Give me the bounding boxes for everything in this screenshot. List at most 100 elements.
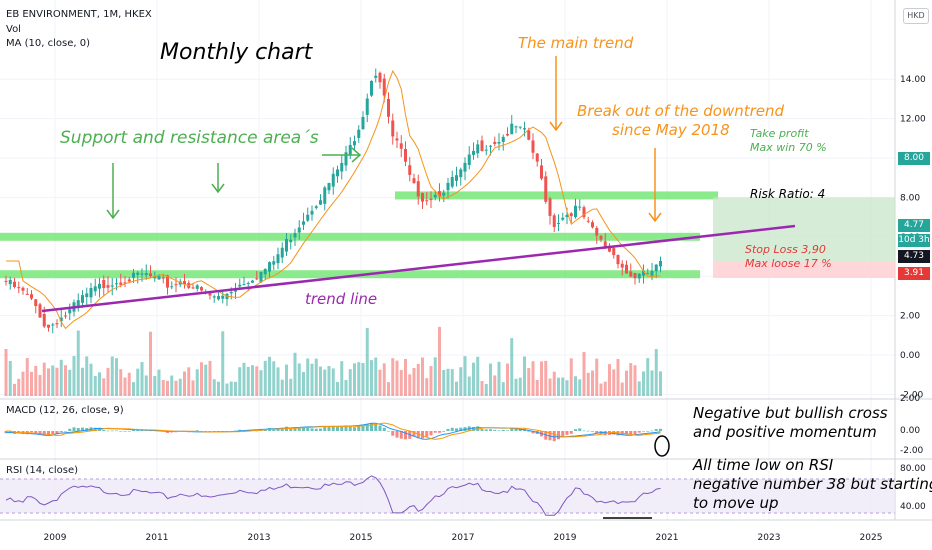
volume-legend[interactable]: Vol [6,24,21,35]
volume-bars [4,326,662,396]
volume-bar [459,367,463,396]
trend-line-note: trend line [305,290,378,308]
macd-histogram-bar [387,430,390,432]
volume-bar [455,381,458,396]
volume-bar [289,378,293,396]
volume-bar [183,371,186,396]
candle-body [212,296,216,298]
volume-bar [514,378,518,396]
volume-bar [106,367,110,396]
volume-bar [659,371,662,396]
volume-bar [174,380,178,396]
candle-body [565,215,569,218]
macd-histogram-bar [4,431,8,434]
candle-body [285,238,288,252]
volume-bar [280,379,284,396]
volume-bar [387,382,390,396]
volume-bar [191,380,195,396]
macd-histogram-bar [391,431,395,436]
x-tick-label: 2011 [146,533,169,543]
macd-histogram-bar [353,427,356,431]
candle-body [374,75,378,78]
candle-body [557,222,560,224]
volume-bar [200,362,203,396]
macd-histogram-bar [650,430,654,432]
candle-body [25,293,29,295]
macd-cross-circle [654,435,670,457]
volume-bar [569,358,573,396]
candle-body [21,287,25,291]
candle-body [646,273,650,275]
volume-bar [51,365,55,396]
macd-histogram-bar [446,428,450,431]
volume-bar [38,374,42,396]
candle-body [221,295,225,299]
volume-bar [306,358,310,396]
candle-body [642,270,645,276]
volume-bar [25,358,29,396]
candle-body [51,324,55,326]
volume-bar [323,369,327,396]
candle-body [531,140,535,153]
rsi-legend[interactable]: RSI (14, close) [6,465,79,476]
macd-pane [4,422,670,457]
macd-histogram-bar [336,426,339,431]
macd-histogram-bar [395,431,399,438]
candle-body [136,272,140,275]
rsi-line [5,475,661,516]
macd-histogram-bar [518,428,522,431]
volume-bar [72,356,76,396]
trend-line[interactable] [41,224,796,313]
x-tick-label: 2013 [248,533,271,543]
ma-price-tag: 4.73 [898,250,930,263]
macd-histogram-bar [195,430,199,431]
volume-bar [8,361,12,396]
candle-body [433,194,437,198]
candle-body [293,233,297,238]
volume-bar [157,369,161,396]
volume-bar [493,375,497,396]
macd-histogram-bar [429,431,433,436]
support-note: Support and resistance area´s [60,128,319,148]
volume-bar [140,362,144,396]
candle-body [344,152,348,166]
volume-bar [238,367,242,396]
candle-body [540,165,543,179]
volume-bar [21,371,25,396]
candle-body [625,264,628,274]
candle-body [378,72,382,83]
candle-body [68,309,72,314]
candle-body [323,187,327,204]
candle-body [331,173,335,187]
volume-bar [472,362,475,396]
candle-body [200,287,203,291]
candle-body [110,285,114,287]
target-price-tag: 8.00 [898,152,930,165]
macd-histogram-bar [310,428,314,431]
macd-histogram-bar [582,430,586,432]
candle-body [98,283,101,289]
candle-body [608,245,611,252]
ma-legend[interactable]: MA (10, close, 0) [6,38,91,49]
volume-bar [650,370,654,396]
macd-histogram-bar [591,431,594,432]
long-position-box[interactable] [713,197,895,278]
macd-histogram-bar [72,427,76,431]
symbol-legend[interactable]: EB ENVIRONMENT, 1M, HKEX [6,9,152,20]
macd-legend[interactable]: MACD (12, 26, close, 9) [6,405,124,416]
macd-tick-label: 0.00 [900,426,920,436]
candle-body [442,192,446,196]
volume-bar [450,369,454,396]
candle-body [438,191,441,197]
candle-body [506,133,509,136]
currency-badge[interactable]: HKD [903,8,929,24]
macd-histogram-bar [34,431,38,434]
candle-body [89,287,93,298]
macd-histogram-bar [480,429,484,431]
candle-body [548,198,552,216]
risk-ratio-note: Risk Ratio: 4 [750,187,826,201]
candle-body [280,247,284,258]
candle-body [387,98,390,117]
countdown-tag: 10d 3h [898,234,930,247]
